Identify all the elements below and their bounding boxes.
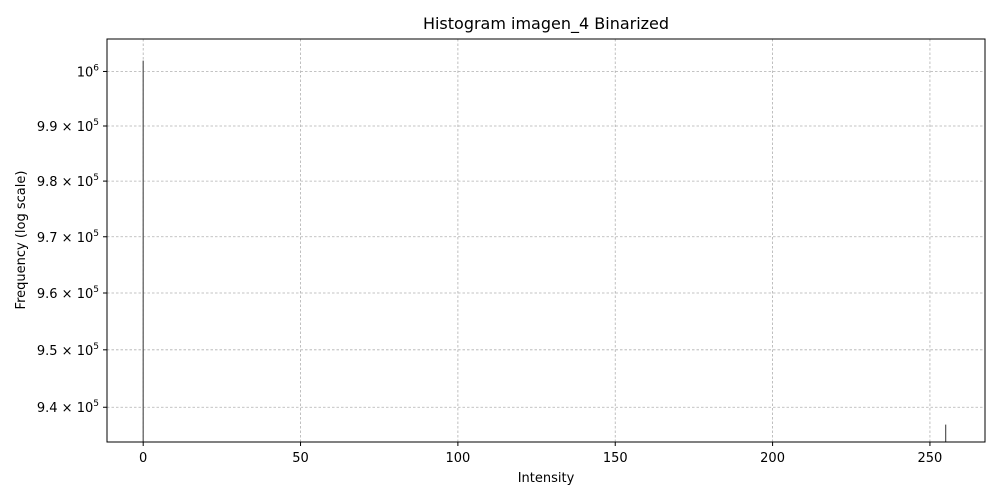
y-tick-label: 106 — [77, 63, 100, 80]
x-axis-label: Intensity — [518, 471, 575, 486]
y-tick-label: 9.9 × 105 — [37, 118, 99, 135]
y-axis-ticks: 9.4 × 105 9.5 × 105 9.6 × 105 9.7 × 105 9.8 … — [37, 63, 107, 416]
x-tick-label: 100 — [445, 451, 470, 466]
y-tick-label: 9.6 × 105 — [37, 285, 99, 302]
x-tick-label: 250 — [918, 451, 943, 466]
grid-lines — [107, 39, 985, 442]
y-tick-label: 9.4 × 105 — [37, 399, 99, 416]
histogram-bar — [142, 60, 144, 443]
plot-area-frame — [106, 38, 986, 443]
x-tick-label: 200 — [760, 451, 785, 466]
x-tick-label: 50 — [292, 451, 309, 466]
histogram-bars — [142, 60, 947, 443]
x-tick-label: 0 — [139, 451, 147, 466]
y-tick-label: 9.8 × 105 — [37, 173, 99, 190]
y-tick-label: 9.7 × 105 — [37, 229, 99, 246]
histogram-bar — [945, 424, 947, 442]
y-axis-label: Frequency (log scale) — [14, 171, 29, 310]
chart-title: Histogram imagen_4 Binarized — [423, 14, 669, 34]
x-axis-ticks: 0 50 100 150 200 250 — [139, 442, 942, 466]
y-tick-label: 9.5 × 105 — [37, 342, 99, 359]
x-tick-label: 150 — [603, 451, 628, 466]
